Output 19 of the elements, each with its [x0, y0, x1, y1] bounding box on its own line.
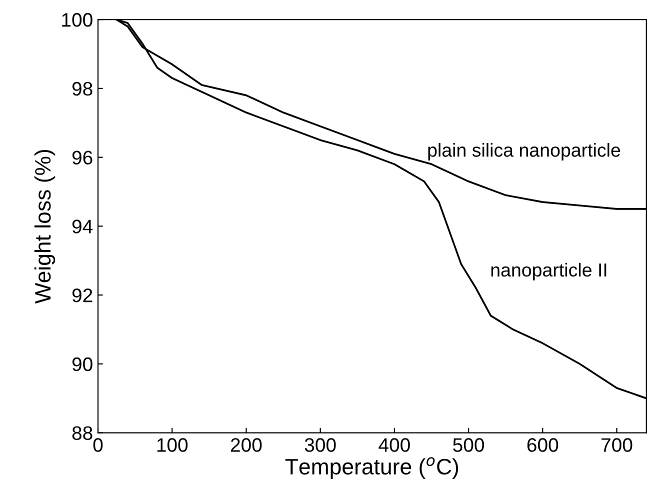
y-tick-label: 100	[62, 13, 92, 27]
annotation: nanoparticle II	[491, 262, 606, 280]
x-tick-label: 100	[157, 438, 188, 452]
y-tick-label: 96	[72, 150, 92, 165]
x-tick-label: 200	[230, 438, 262, 452]
y-tick-label: 98	[72, 82, 92, 96]
x-tick-label: 600	[527, 438, 558, 452]
x-axis-title: Temperature ($^{o}$C)	[285, 457, 458, 479]
x-tick-label: 300	[304, 438, 336, 452]
y-tick-label: 90	[72, 357, 92, 372]
x-tick-label: 700	[602, 438, 632, 452]
x-tick-label: 400	[378, 438, 410, 452]
y-tick-label: 92	[72, 288, 92, 302]
x-tick-label: 0	[93, 438, 103, 452]
y-axis-title: Weight loss (%)	[34, 150, 56, 304]
x-tick-label: 500	[453, 438, 484, 452]
annotation: plain silica nanoparticle	[428, 143, 620, 161]
y-tick-label: 88	[72, 426, 92, 440]
y-tick-label: 94	[72, 220, 93, 234]
